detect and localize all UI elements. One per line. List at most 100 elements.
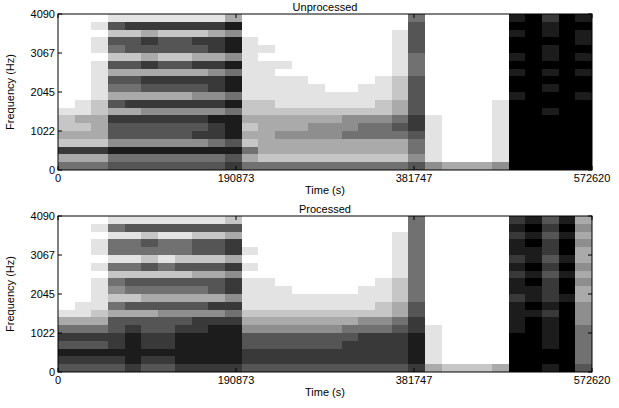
cell [158, 364, 175, 372]
cell [375, 325, 392, 333]
cell [475, 341, 492, 349]
cell [425, 115, 442, 123]
cell [91, 356, 108, 364]
cell [292, 22, 309, 30]
cell [525, 239, 542, 247]
cell [141, 356, 158, 364]
cell [358, 247, 375, 255]
cell [525, 294, 542, 302]
cell [325, 232, 342, 240]
cell [475, 294, 492, 302]
y-tick [58, 170, 62, 171]
cell [208, 278, 225, 286]
cell [342, 115, 359, 123]
cell [225, 294, 242, 302]
cell [459, 154, 476, 162]
cell [58, 115, 75, 123]
cell [392, 131, 409, 139]
cell [158, 349, 175, 357]
cell [575, 30, 592, 38]
cell [275, 294, 292, 302]
cell [308, 341, 325, 349]
cell [425, 239, 442, 247]
cell [492, 294, 509, 302]
cell [258, 216, 275, 224]
cell [258, 61, 275, 69]
frame [58, 216, 592, 372]
cell [58, 239, 75, 247]
cell [342, 69, 359, 77]
cell [208, 115, 225, 123]
cell [141, 232, 158, 240]
cell [392, 100, 409, 108]
cell [475, 333, 492, 341]
cell [75, 317, 92, 325]
cell [225, 271, 242, 279]
cell [175, 61, 192, 69]
cell [58, 69, 75, 77]
cell [242, 286, 259, 294]
cell [509, 247, 526, 255]
cell [408, 61, 425, 69]
cell [175, 131, 192, 139]
cell [425, 232, 442, 240]
cell [559, 139, 576, 147]
cell [242, 30, 259, 38]
cell [242, 247, 259, 255]
cell [158, 76, 175, 84]
cell [308, 45, 325, 53]
cell [141, 92, 158, 100]
cell [542, 147, 559, 155]
y-tick [58, 255, 62, 256]
cell [258, 37, 275, 45]
cell [158, 162, 175, 170]
cell [358, 317, 375, 325]
cell [58, 341, 75, 349]
cell [342, 147, 359, 155]
cell [342, 356, 359, 364]
cell [575, 239, 592, 247]
cell [91, 30, 108, 38]
cell [292, 263, 309, 271]
cell [275, 115, 292, 123]
cell [242, 100, 259, 108]
cell [275, 271, 292, 279]
cell [75, 108, 92, 116]
cell [58, 286, 75, 294]
cell [258, 356, 275, 364]
cell [258, 364, 275, 372]
title: Processed [299, 203, 351, 215]
cell [342, 84, 359, 92]
cell [442, 263, 459, 271]
cell [459, 45, 476, 53]
cell [292, 317, 309, 325]
cell [108, 317, 125, 325]
cell [225, 69, 242, 77]
cell [125, 139, 142, 147]
cell [125, 14, 142, 22]
cell [225, 30, 242, 38]
cell [158, 224, 175, 232]
cell [475, 76, 492, 84]
cell [58, 278, 75, 286]
cell [175, 53, 192, 61]
cell [509, 263, 526, 271]
cell [75, 310, 92, 318]
cell [158, 131, 175, 139]
cell [225, 22, 242, 30]
cell [208, 154, 225, 162]
cell [442, 154, 459, 162]
cell [559, 216, 576, 224]
cell [141, 302, 158, 310]
cell [559, 325, 576, 333]
cell [342, 349, 359, 357]
cell [258, 294, 275, 302]
cell [342, 123, 359, 131]
cell [175, 255, 192, 263]
cell [225, 100, 242, 108]
cell [258, 325, 275, 333]
cell [258, 224, 275, 232]
cell [58, 317, 75, 325]
cell [375, 45, 392, 53]
cell [342, 247, 359, 255]
